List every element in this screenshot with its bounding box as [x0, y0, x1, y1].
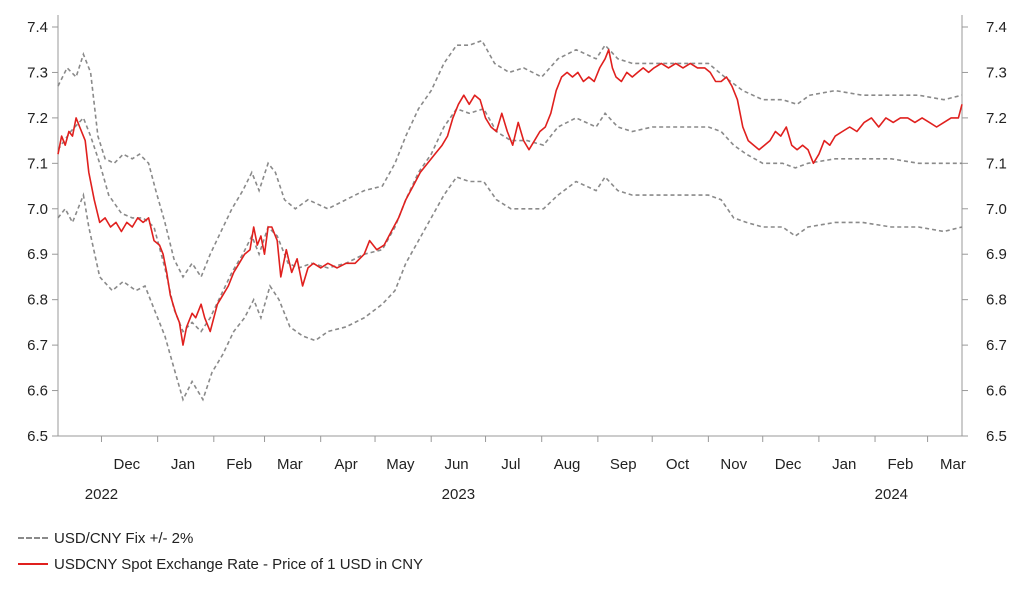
legend-swatch-dashed [18, 537, 48, 539]
legend-label-spot: USDCNY Spot Exchange Rate - Price of 1 U… [54, 555, 424, 573]
y-tick-label-left: 7.1 [27, 155, 48, 172]
legend-swatch-solid [18, 563, 48, 565]
legend-label-fix-band: USD/CNY Fix +/- 2% [54, 529, 194, 547]
y-tick-label-right: 6.5 [986, 428, 1007, 445]
y-tick-label-left: 7.0 [27, 201, 48, 218]
x-tick-label: Sep [610, 456, 637, 473]
tick-labels: 6.5 6.5 6.6 6.6 6.7 6.7 6.8 6.8 6.9 6.9 7.0 7.0 7.1 7… [27, 19, 1007, 503]
series-lines [57, 39, 963, 402]
y-tick-label-right: 7.2 [986, 110, 1007, 127]
y-tick-label-left: 7.3 [27, 64, 48, 81]
y-tick-label-right: 6.9 [986, 246, 1007, 263]
series-fix-band-upper [57, 39, 963, 279]
y-tick-label-right: 7.1 [986, 155, 1007, 172]
x-tick-label: Mar [277, 456, 303, 473]
x-year-label: 2023 [442, 486, 475, 503]
x-tick-label: Dec [113, 456, 140, 473]
legend-item-spot: USDCNY Spot Exchange Rate - Price of 1 U… [18, 551, 423, 577]
y-tick-label-right: 6.6 [986, 383, 1007, 400]
y-tick-label-left: 6.5 [27, 428, 48, 445]
y-tick-label-right: 7.3 [986, 64, 1007, 81]
series-spot-line [57, 48, 963, 346]
x-tick-label: Feb [226, 456, 252, 473]
y-tick-label-right: 7.0 [986, 201, 1007, 218]
x-tick-label: Oct [666, 456, 690, 473]
legend-item-fix-band: USD/CNY Fix +/- 2% [18, 525, 423, 551]
y-tick-label-left: 6.9 [27, 246, 48, 263]
x-tick-label: Jun [444, 456, 468, 473]
x-tick-label: Aug [554, 456, 581, 473]
y-tick-label-left: 6.7 [27, 337, 48, 354]
x-tick-label: Mar [940, 456, 966, 473]
x-year-label: 2024 [875, 486, 908, 503]
x-year-label: 2022 [85, 486, 118, 503]
x-tick-label: May [386, 456, 415, 473]
y-tick-label-left: 7.2 [27, 110, 48, 127]
x-tick-label: Jan [171, 456, 195, 473]
y-tick-label-left: 6.6 [27, 383, 48, 400]
y-tick-label-left: 7.4 [27, 19, 48, 36]
x-tick-label: Dec [775, 456, 802, 473]
x-tick-label: Nov [720, 456, 747, 473]
x-tick-label: Feb [887, 456, 913, 473]
x-tick-label: Jul [501, 456, 520, 473]
legend: USD/CNY Fix +/- 2% USDCNY Spot Exchange … [18, 525, 423, 577]
y-tick-label-right: 7.4 [986, 19, 1007, 36]
y-tick-label-left: 6.8 [27, 292, 48, 309]
axes [52, 15, 968, 442]
y-tick-label-right: 6.8 [986, 292, 1007, 309]
series-fix-band-lower [57, 175, 963, 402]
x-tick-label: Apr [334, 456, 357, 473]
x-tick-label: Jan [832, 456, 856, 473]
y-tick-label-right: 6.7 [986, 337, 1007, 354]
